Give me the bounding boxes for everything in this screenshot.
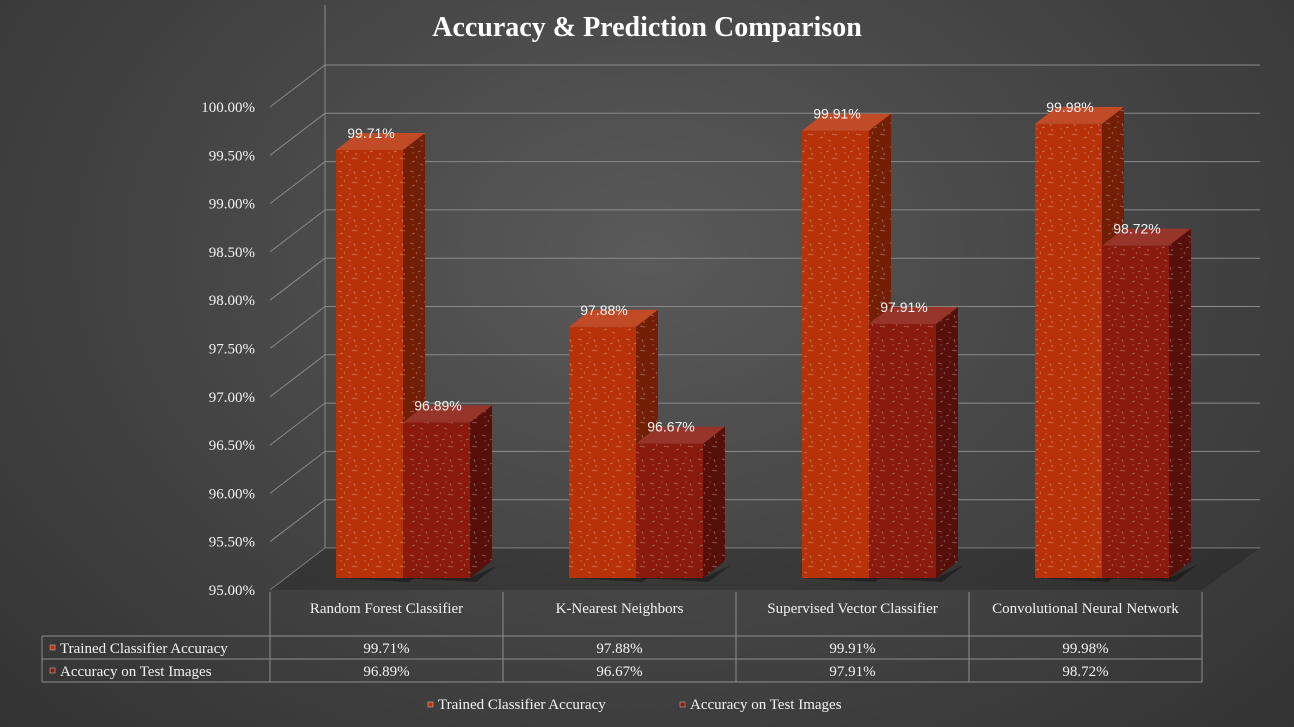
bar-shadow	[403, 565, 498, 582]
side-gridline	[269, 257, 326, 301]
table-cell: 96.67%	[596, 664, 642, 680]
bar-top	[869, 306, 958, 324]
bar-shadow	[869, 565, 964, 582]
table-series-name: Accuracy on Test Images	[60, 664, 212, 680]
table-cell: 97.91%	[829, 664, 875, 680]
bar-front-texture	[636, 443, 703, 578]
table-legend-key	[49, 644, 56, 651]
y-tick-label: 97.00%	[209, 390, 255, 406]
side-gridline	[269, 112, 326, 156]
chart-title: Accuracy & Prediction Comparison	[432, 12, 862, 43]
category-label: Supervised Vector Classifier	[767, 601, 938, 617]
data-table: Random Forest Classifier K-Nearest Neighb…	[41, 592, 1203, 683]
side-gridline	[269, 161, 326, 204]
data-label: 96.89%	[414, 397, 461, 413]
side-gridline	[269, 402, 326, 446]
floor	[270, 548, 1260, 590]
data-label: 97.88%	[580, 302, 627, 318]
bar-front-texture	[869, 323, 936, 578]
y-tick-label: 96.50%	[209, 438, 255, 454]
data-label: 99.91%	[813, 106, 860, 122]
bar-side-texture	[470, 405, 492, 578]
side-gridline	[269, 306, 326, 349]
bar-top	[636, 426, 725, 444]
bar-top	[1035, 106, 1124, 124]
bar-front-texture	[403, 422, 470, 578]
table-cell: 98.72%	[1062, 664, 1108, 680]
legend-swatch	[679, 701, 686, 708]
table-cell: 97.88%	[596, 641, 642, 657]
bar-top	[569, 309, 658, 327]
side-gridline	[269, 451, 326, 494]
bar-front-texture	[802, 130, 869, 578]
data-label: 99.71%	[347, 125, 394, 141]
bars: 99.71% 96.89% 97.88% 96.67% 99.91% 97.91% 99.9…	[336, 99, 1197, 582]
y-tick-label: 99.50%	[209, 148, 255, 164]
side-gridline	[269, 354, 326, 398]
data-label: 96.67%	[647, 419, 694, 435]
legend-label: Accuracy on Test Images	[690, 697, 842, 713]
y-tick-label: 96.00%	[209, 486, 255, 502]
legend-label: Trained Classifier Accuracy	[438, 697, 606, 713]
y-tick-label: 95.00%	[209, 583, 255, 599]
y-tick-label: 97.50%	[209, 342, 255, 358]
bar-shadow	[1102, 565, 1197, 582]
y-tick-label: 100.00%	[201, 100, 255, 116]
bar-side-texture	[703, 426, 725, 578]
bar-front-texture	[1035, 123, 1102, 578]
bar-top	[802, 113, 891, 131]
y-tick-label: 95.50%	[209, 535, 255, 551]
legend-swatch	[427, 701, 434, 708]
legend: Trained Classifier Accuracy Accuracy on T…	[427, 697, 842, 713]
data-label: 99.98%	[1046, 99, 1093, 115]
y-tick-label: 98.50%	[209, 245, 255, 261]
side-gridline	[269, 499, 326, 543]
y-tick-label: 98.00%	[209, 293, 255, 309]
side-gridline	[269, 209, 326, 253]
table-cell: 99.91%	[829, 641, 875, 657]
category-label: Convolutional Neural Network	[992, 601, 1179, 617]
bar-side-texture	[1169, 228, 1191, 578]
table-cell: 96.89%	[363, 664, 409, 680]
bar-top	[336, 133, 425, 151]
category-label: K-Nearest Neighbors	[556, 601, 684, 617]
category-label: Random Forest Classifier	[310, 601, 463, 617]
data-label: 97.91%	[880, 299, 927, 315]
table-cell: 99.71%	[363, 641, 409, 657]
bar-front-texture	[1102, 245, 1169, 578]
bar-side-texture	[936, 306, 958, 578]
y-tick-label: 99.00%	[209, 197, 255, 213]
bar-front-texture	[569, 326, 636, 578]
table-cell: 99.98%	[1062, 641, 1108, 657]
table-legend-key	[49, 667, 56, 674]
bar-top	[1102, 228, 1191, 246]
bar-shadow	[636, 565, 731, 582]
table-series-name: Trained Classifier Accuracy	[60, 641, 228, 657]
y-axis: 95.00% 95.50% 96.00% 96.50% 97.00% 97.50% 98.0…	[201, 100, 255, 599]
side-gridline	[269, 64, 326, 108]
data-label: 98.72%	[1113, 221, 1160, 237]
side-gridline	[269, 547, 326, 591]
bar-front-texture	[336, 150, 403, 578]
bar-top	[403, 405, 492, 423]
